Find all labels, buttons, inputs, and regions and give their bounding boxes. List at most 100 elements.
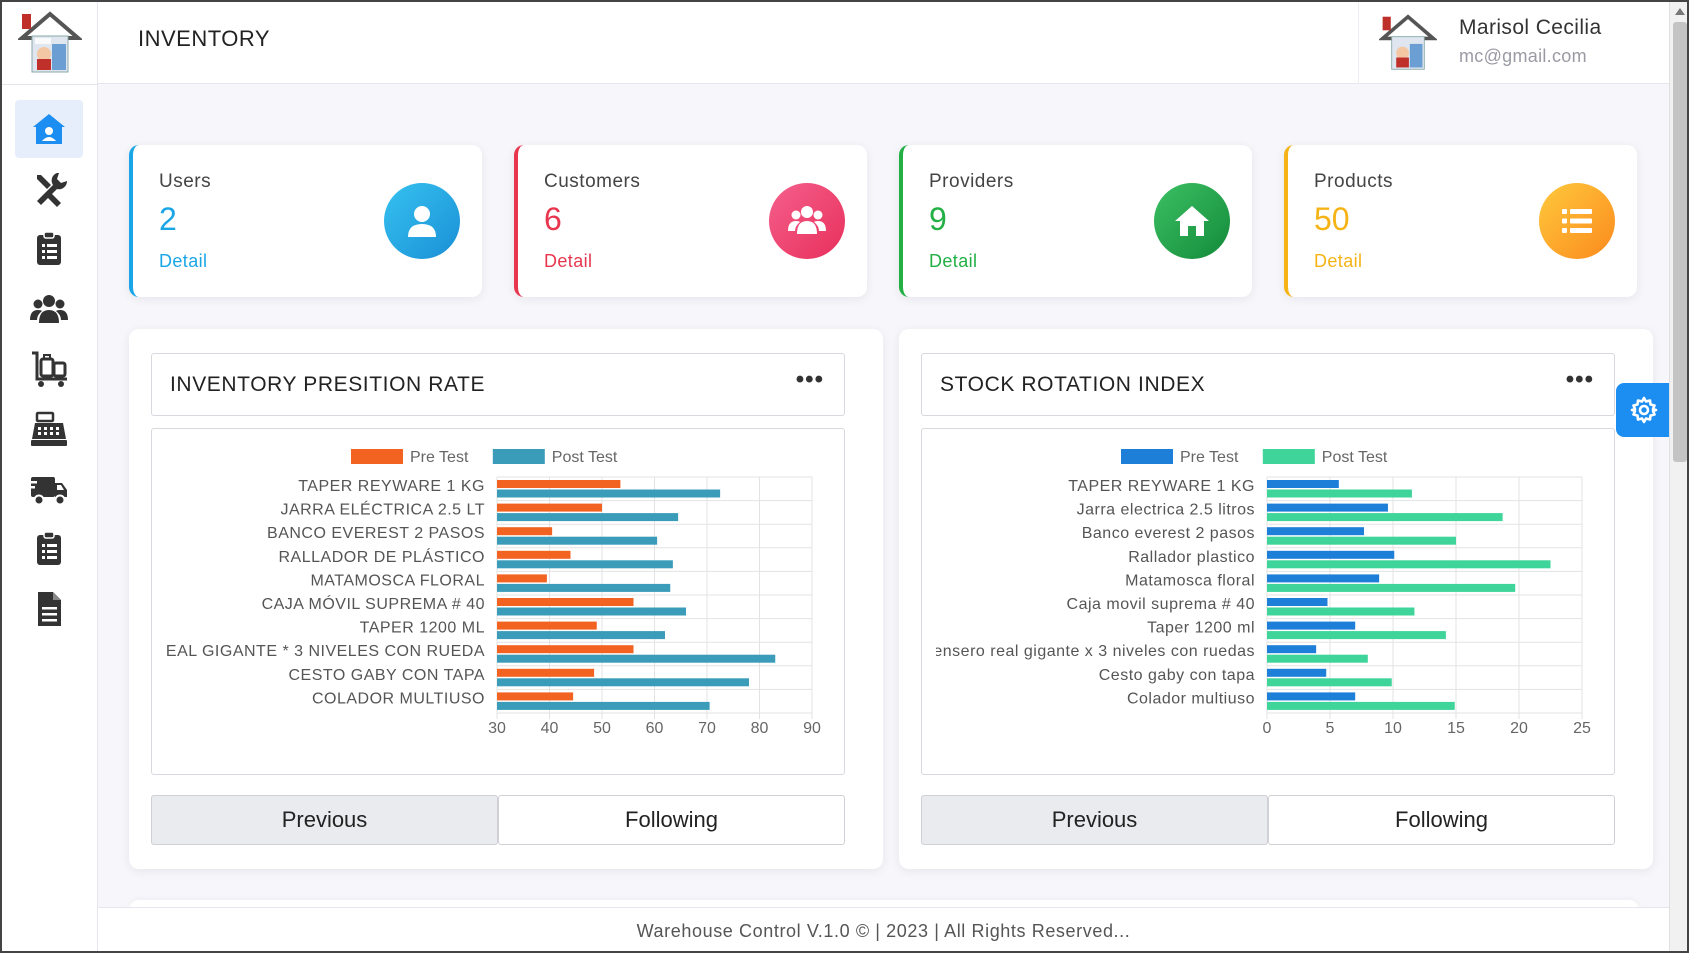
stat-value: 6: [544, 201, 562, 237]
panel-header: INVENTORY PRESITION RATE •••: [151, 353, 845, 416]
more-options-icon[interactable]: •••: [795, 366, 824, 393]
legend-swatch: [1121, 449, 1173, 464]
stat-card-providers: Providers 9 Detail: [899, 145, 1252, 297]
bar-pre-test: [497, 692, 574, 701]
avatar[interactable]: [1379, 12, 1437, 74]
x-tick-label: 20: [1510, 720, 1528, 737]
bar-pre-test: [497, 598, 634, 606]
y-tick-label: Cesto gaby con tapa: [1099, 667, 1255, 684]
sidebar: [2, 2, 98, 951]
bar-post-test: [497, 678, 749, 687]
user-email: mc@gmail.com: [1459, 46, 1587, 66]
bar-pre-test: [497, 621, 597, 630]
bar-chart: Pre Test Post Test 0 5 10 15 20 25 TAPER REYWARE…: [922, 449, 1591, 737]
x-tick-label: 60: [646, 720, 664, 737]
chart-panel-presition: INVENTORY PRESITION RATE ••• Pre Test Pos…: [129, 329, 883, 869]
legend-label: Post Test: [552, 449, 618, 466]
scroll-up-arrow-icon[interactable]: [1675, 8, 1685, 15]
y-tick-label: Taper 1200 ml: [1147, 620, 1255, 637]
settings-button[interactable]: [1616, 383, 1672, 437]
detail-link[interactable]: Detail: [159, 251, 208, 271]
following-button[interactable]: Following: [498, 795, 845, 845]
y-tick-label: TAPER REYWARE 1 KG: [1068, 478, 1255, 495]
following-button[interactable]: Following: [1268, 795, 1615, 845]
sidebar-item-orders[interactable]: [15, 520, 83, 578]
footer: Warehouse Control V.1.0 © | 2023 | All R…: [98, 907, 1669, 951]
y-tick-label: CESTO GABY CON TAPA: [288, 667, 485, 684]
y-tick-label: Banco everest 2 pasos: [1082, 525, 1255, 542]
bar-pre-test: [1267, 668, 1327, 677]
bar-post-test: [497, 607, 686, 616]
bar-chart: Pre Test Post Test 30 40 50 60 70 80 90 TAPER REY…: [152, 449, 821, 737]
bar-post-test: [1267, 513, 1503, 522]
sidebar-item-reports[interactable]: [15, 580, 83, 638]
chart-container: Pre Test Post Test 30 40 50 60 70 80 90 TAPER REY…: [151, 428, 845, 775]
bar-post-test: [497, 536, 658, 545]
y-tick-label: RALLADOR DE PLÁSTICO: [279, 547, 486, 566]
bar-post-test: [497, 513, 679, 522]
scrollbar[interactable]: [1669, 2, 1687, 951]
x-tick-label: 30: [488, 720, 506, 737]
sidebar-item-tools[interactable]: [15, 160, 83, 218]
bar-pre-test: [497, 503, 602, 512]
x-tick-label: 10: [1384, 720, 1402, 737]
clipboard-list-icon: [37, 531, 61, 565]
stat-value: 9: [929, 201, 947, 237]
stat-label: Customers: [544, 171, 641, 192]
bar-pre-test: [497, 480, 621, 488]
panel-title: INVENTORY PRESITION RATE: [170, 373, 486, 396]
cash-register-icon: [31, 411, 67, 446]
sidebar-item-customers[interactable]: [15, 280, 83, 338]
legend-label: Pre Test: [1180, 449, 1239, 466]
previous-button[interactable]: Previous: [151, 795, 498, 845]
home-icon: [1175, 206, 1209, 236]
chart-container: Pre Test Post Test 0 5 10 15 20 25 TAPER REYWARE…: [921, 428, 1615, 775]
x-tick-label: 50: [593, 720, 611, 737]
stat-icon: [1539, 183, 1615, 259]
sidebar-item-sales[interactable]: [15, 400, 83, 458]
x-tick-label: 70: [698, 720, 716, 737]
x-tick-label: 40: [541, 720, 559, 737]
legend-label: Pre Test: [410, 449, 469, 466]
detail-link[interactable]: Detail: [1314, 251, 1363, 271]
bar-post-test: [497, 489, 721, 498]
stat-label: Users: [159, 171, 212, 192]
luggage-cart-icon: [32, 351, 67, 387]
y-tick-label: JARRA ELÉCTRICA 2.5 LT: [280, 500, 485, 519]
y-tick-label: Despensero real gigante x 3 niveles con …: [922, 643, 1255, 660]
detail-link[interactable]: Detail: [544, 251, 593, 271]
previous-button[interactable]: Previous: [921, 795, 1268, 845]
panel-header: STOCK ROTATION INDEX •••: [921, 353, 1615, 416]
legend-swatch: [492, 449, 545, 464]
scroll-thumb[interactable]: [1673, 22, 1687, 462]
y-tick-label: DESPENSERO REAL GIGANTE * 3 NIVELES CON …: [152, 643, 485, 660]
sidebar-item-inventory[interactable]: [15, 340, 83, 398]
x-tick-label: 5: [1326, 720, 1335, 737]
more-options-icon[interactable]: •••: [1565, 366, 1594, 393]
stat-icon: [769, 183, 845, 259]
sidebar-item-shipping[interactable]: [15, 460, 83, 518]
sidebar-item-tasks[interactable]: [15, 220, 83, 278]
bar-pre-test: [1267, 645, 1317, 654]
logo[interactable]: [16, 10, 84, 76]
bar-post-test: [1267, 489, 1412, 498]
legend-label: Post Test: [1322, 449, 1388, 466]
bar-post-test: [1267, 536, 1456, 545]
bar-post-test: [497, 654, 776, 663]
y-tick-label: MATAMOSCA FLORAL: [310, 572, 485, 589]
bar-post-test: [1267, 654, 1368, 663]
bar-post-test: [497, 631, 665, 640]
stat-value: 2: [159, 201, 177, 237]
y-tick-label: COLADOR MULTIUSO: [312, 690, 485, 707]
user-profile[interactable]: Marisol Cecilia mc@gmail.com: [1358, 2, 1669, 84]
gear-icon: [1630, 396, 1658, 424]
bar-pre-test: [497, 574, 547, 583]
users-icon: [788, 206, 826, 234]
stat-value: 50: [1314, 201, 1350, 237]
y-tick-label: BANCO EVEREST 2 PASOS: [267, 525, 485, 542]
bar-post-test: [497, 583, 671, 592]
x-tick-label: 25: [1573, 720, 1591, 737]
file-icon: [38, 592, 61, 626]
detail-link[interactable]: Detail: [929, 251, 978, 271]
sidebar-item-home[interactable]: [15, 100, 83, 158]
